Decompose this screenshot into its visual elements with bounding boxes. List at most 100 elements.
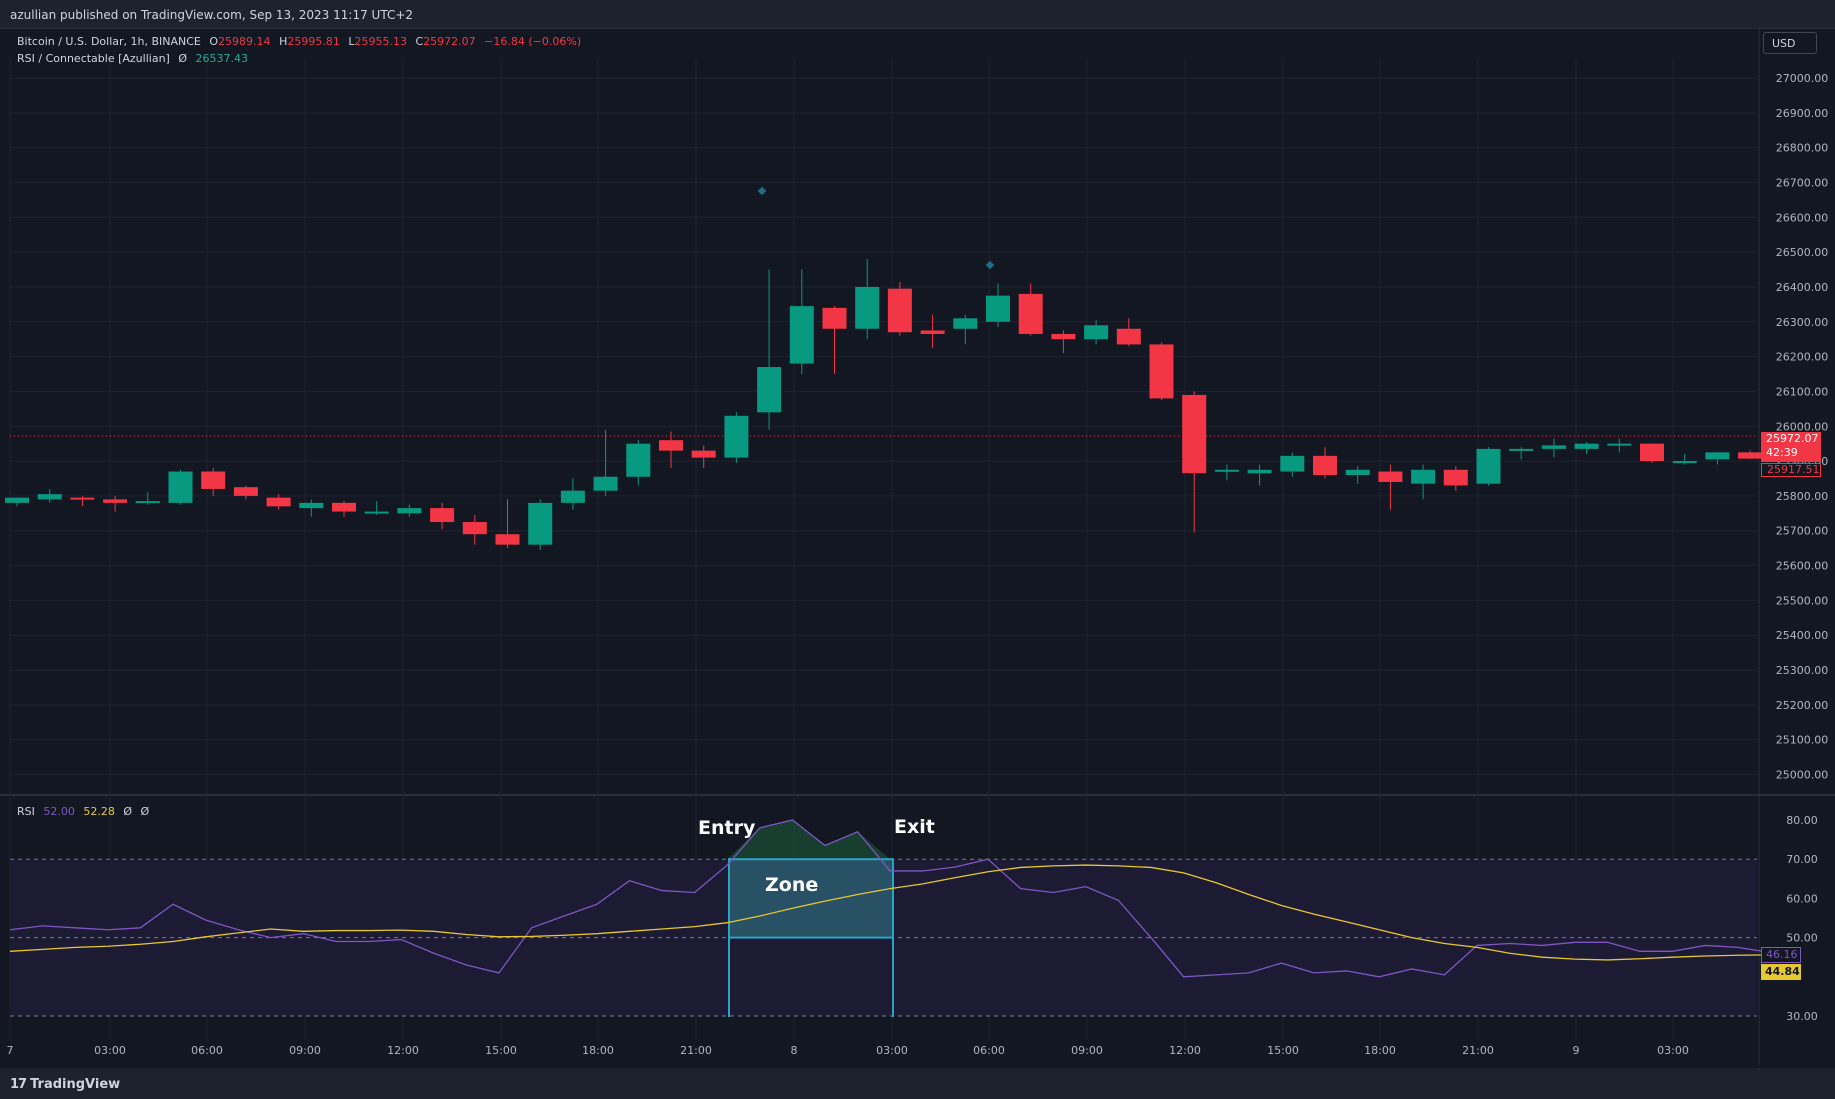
rsi-ma-line [9, 864, 1771, 961]
ohlc-low: L25955.13 [348, 35, 407, 48]
candle-body[interactable] [1214, 469, 1239, 472]
price-change: −16.84 (−0.06%) [484, 35, 582, 48]
candle-body[interactable] [691, 450, 716, 458]
candle-body[interactable] [1084, 325, 1109, 340]
last-price-value: 25972.07 [1766, 432, 1819, 445]
zone-label[interactable]: Zone [765, 874, 819, 896]
candle-body[interactable] [397, 508, 422, 514]
candle-body[interactable] [1574, 443, 1599, 449]
tradingview-logo-text: TradingView [30, 1077, 121, 1092]
price-tick-label: 26100.00 [1776, 385, 1829, 398]
candle-body[interactable] [1182, 394, 1207, 474]
signal-diamond-marker [985, 260, 995, 270]
candle-body[interactable] [1280, 455, 1305, 472]
candle-body[interactable] [1313, 455, 1337, 476]
candle-body[interactable] [70, 497, 95, 500]
candle-body[interactable] [1672, 461, 1697, 464]
price-tick-label: 25500.00 [1776, 594, 1829, 607]
candle-body[interactable] [37, 494, 62, 500]
time-tick-label: 7 [7, 1044, 14, 1057]
footer-bar: 17 TradingView [0, 1068, 1835, 1099]
candle-body[interactable] [920, 330, 945, 334]
candle-body[interactable] [201, 471, 226, 489]
high-label: H [279, 35, 288, 48]
time-tick-label: 12:00 [1169, 1044, 1201, 1057]
time-tick-label: 12:00 [387, 1044, 419, 1057]
candle-body[interactable] [724, 415, 749, 458]
candle-body[interactable] [135, 501, 160, 504]
entry-label[interactable]: Entry [698, 817, 756, 839]
candle-body[interactable] [855, 286, 880, 329]
ohlc-open: O25989.14 [209, 35, 270, 48]
time-tick-label: 18:00 [1364, 1044, 1396, 1057]
candle-body[interactable] [103, 499, 128, 503]
candle-body[interactable] [1411, 469, 1436, 484]
candle-body[interactable] [495, 534, 520, 545]
candle-body[interactable] [1476, 448, 1501, 484]
candle-body[interactable] [1705, 452, 1730, 460]
candle-body[interactable] [168, 471, 193, 503]
time-tick-label: 8 [791, 1044, 798, 1057]
close-value: 25972.07 [423, 35, 476, 48]
tradingview-logo[interactable]: 17 TradingView [10, 1077, 120, 1092]
candle-body[interactable] [953, 318, 978, 329]
candle-body[interactable] [266, 497, 291, 507]
candle-body[interactable] [560, 490, 585, 503]
price-tick-label: 26600.00 [1776, 211, 1829, 224]
candle-body[interactable] [757, 367, 782, 413]
candle-body[interactable] [1345, 469, 1370, 476]
price-tick-label: 25100.00 [1776, 734, 1829, 747]
candle-body[interactable] [986, 295, 1010, 322]
candle-body[interactable] [789, 306, 814, 364]
candle-body[interactable] [1541, 445, 1566, 449]
indicator-name[interactable]: RSI / Connectable [Azullian] [17, 52, 170, 65]
candle-body[interactable] [1378, 471, 1403, 482]
candle-body[interactable] [593, 476, 618, 491]
rsi-tick-label: 30.00 [1786, 1010, 1818, 1023]
candle-body[interactable] [430, 508, 455, 523]
indicator-legend[interactable]: RSI / Connectable [Azullian] Ø 26537.43 [17, 52, 253, 65]
candle-body[interactable] [1149, 344, 1174, 399]
rsi-extra-2: Ø [140, 805, 150, 818]
zone-box[interactable] [728, 858, 894, 939]
main-legend: Bitcoin / U.S. Dollar, 1h, BINANCE O2598… [17, 35, 586, 48]
tradingview-logo-mark: 17 [10, 1077, 27, 1092]
high-value: 25995.81 [287, 35, 340, 48]
candle-body[interactable] [659, 440, 683, 451]
candle-body[interactable] [1607, 443, 1632, 446]
price-tick-label: 26900.00 [1776, 107, 1829, 120]
candle-body[interactable] [1443, 469, 1468, 486]
rsi-name[interactable]: RSI [17, 805, 35, 818]
ohlc-close: C25972.07 [415, 35, 475, 48]
close-label: C [415, 35, 424, 48]
candle-body[interactable] [462, 522, 487, 535]
currency-button[interactable]: USD [1763, 32, 1817, 54]
candle-body[interactable] [1018, 293, 1043, 334]
candle-body[interactable] [626, 443, 651, 477]
candle-body[interactable] [528, 502, 553, 545]
indicator-symbol: Ø [178, 52, 188, 65]
candle-body[interactable] [5, 497, 29, 503]
candle-body[interactable] [332, 502, 356, 512]
open-label: O [209, 35, 219, 48]
rsi-value: 52.00 [43, 805, 75, 818]
candle-body[interactable] [1738, 452, 1763, 459]
symbol-name[interactable]: Bitcoin / U.S. Dollar, 1h, BINANCE [17, 35, 201, 48]
indicator-value: 26537.43 [195, 52, 249, 65]
candle-body[interactable] [299, 502, 324, 509]
candle-body[interactable] [1640, 443, 1664, 462]
time-tick-label: 06:00 [191, 1044, 223, 1057]
candle-body[interactable] [233, 487, 258, 496]
rsi-legend[interactable]: RSI 52.00 52.28 Ø Ø [17, 805, 154, 818]
exit-label[interactable]: Exit [894, 816, 935, 838]
candle-body[interactable] [364, 511, 389, 514]
candle-body[interactable] [822, 307, 847, 329]
candle-body[interactable] [1509, 448, 1534, 451]
candle-body[interactable] [887, 288, 912, 333]
rsi-tick-label: 80.00 [1786, 814, 1818, 827]
candle-body[interactable] [1116, 328, 1141, 345]
candle-body[interactable] [1051, 333, 1076, 340]
candle-body[interactable] [1247, 469, 1272, 474]
time-tick-label: 03:00 [94, 1044, 126, 1057]
